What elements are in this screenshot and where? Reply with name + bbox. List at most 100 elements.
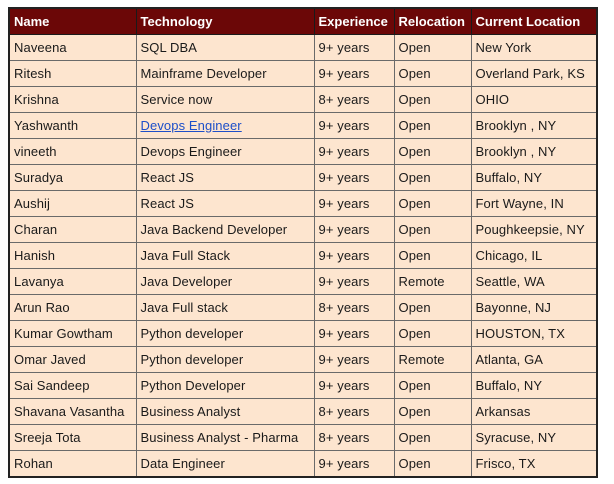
cell-experience: 9+ years	[313, 164, 395, 191]
cell-relocation: Open	[393, 138, 472, 165]
cell-name: Charan	[8, 216, 137, 243]
cell-current-location: Poughkeepsie, NY	[470, 216, 598, 243]
cell-experience: 9+ years	[313, 34, 395, 61]
header-experience: Experience	[313, 7, 395, 35]
cell-current-location: Chicago, IL	[470, 242, 598, 269]
cell-current-location: Frisco, TX	[470, 450, 598, 478]
cell-name: Hanish	[8, 242, 137, 269]
cell-relocation: Remote	[393, 268, 472, 295]
cell-relocation: Remote	[393, 346, 472, 373]
cell-current-location: Seattle, WA	[470, 268, 598, 295]
cell-current-location: Brooklyn , NY	[470, 112, 598, 139]
candidate-table-container: Name Technology Experience Relocation Cu…	[8, 7, 598, 478]
cell-technology: Service now	[135, 86, 315, 113]
cell-relocation: Open	[393, 112, 472, 139]
cell-experience: 9+ years	[313, 112, 395, 139]
cell-name: Yashwanth	[8, 112, 137, 139]
cell-technology: SQL DBA	[135, 34, 315, 61]
cell-name: Sreeja Tota	[8, 424, 137, 451]
header-name: Name	[8, 7, 137, 35]
table-body: Naveena SQL DBA 9+ years Open New York Ritesh…	[8, 34, 598, 478]
header-relocation: Relocation	[393, 7, 472, 35]
cell-current-location: Overland Park, KS	[470, 60, 598, 87]
table-row: Hanish Java Full Stack 9+ years Open Chicago…	[8, 242, 598, 269]
cell-technology: Devops Engineer	[135, 138, 315, 165]
cell-relocation: Open	[393, 372, 472, 399]
cell-relocation: Open	[393, 34, 472, 61]
cell-name: Sai Sandeep	[8, 372, 137, 399]
cell-experience: 8+ years	[313, 86, 395, 113]
cell-name: Shavana Vasantha	[8, 398, 137, 425]
table-row: Omar Javed Python developer 9+ years Remote…	[8, 346, 598, 373]
cell-name: Omar Javed	[8, 346, 137, 373]
cell-current-location: HOUSTON, TX	[470, 320, 598, 347]
cell-technology: Java Backend Developer	[135, 216, 315, 243]
cell-current-location: Buffalo, NY	[470, 372, 598, 399]
cell-relocation: Open	[393, 164, 472, 191]
table-row: Arun Rao Java Full stack 8+ years Open Bayon…	[8, 294, 598, 321]
cell-technology: Java Full stack	[135, 294, 315, 321]
cell-technology: Data Engineer	[135, 450, 315, 478]
cell-technology: Business Analyst - Pharma	[135, 424, 315, 451]
cell-name: Kumar Gowtham	[8, 320, 137, 347]
table-row: Lavanya Java Developer 9+ years Remote Seatt…	[8, 268, 598, 295]
header-current-location: Current Location	[470, 7, 598, 35]
cell-relocation: Open	[393, 86, 472, 113]
cell-current-location: Atlanta, GA	[470, 346, 598, 373]
cell-experience: 9+ years	[313, 242, 395, 269]
cell-technology: React JS	[135, 164, 315, 191]
cell-experience: 9+ years	[313, 450, 395, 478]
cell-experience: 9+ years	[313, 268, 395, 295]
table-row: Rohan Data Engineer 9+ years Open Frisco, TX	[8, 450, 598, 478]
cell-technology: Python Developer	[135, 372, 315, 399]
candidate-table: Name Technology Experience Relocation Cu…	[8, 7, 598, 478]
cell-experience: 8+ years	[313, 424, 395, 451]
table-row: Suradya React JS 9+ years Open Buffalo, NY	[8, 164, 598, 191]
table-row: Sai Sandeep Python Developer 9+ years Open B…	[8, 372, 598, 399]
cell-technology: Java Full Stack	[135, 242, 315, 269]
table-row: Kumar Gowtham Python developer 9+ years Ope…	[8, 320, 598, 347]
table-row: Charan Java Backend Developer 9+ years Open…	[8, 216, 598, 243]
cell-experience: 9+ years	[313, 138, 395, 165]
table-row: Aushij React JS 9+ years Open Fort Wayne, IN	[8, 190, 598, 217]
cell-relocation: Open	[393, 294, 472, 321]
cell-name: Arun Rao	[8, 294, 137, 321]
cell-current-location: Fort Wayne, IN	[470, 190, 598, 217]
cell-name: Rohan	[8, 450, 137, 478]
cell-current-location: Bayonne, NJ	[470, 294, 598, 321]
table-row: Ritesh Mainframe Developer 9+ years Open Ove…	[8, 60, 598, 87]
technology-link[interactable]: Devops Engineer	[135, 112, 315, 139]
cell-experience: 9+ years	[313, 216, 395, 243]
table-row: Naveena SQL DBA 9+ years Open New York	[8, 34, 598, 61]
cell-relocation: Open	[393, 450, 472, 478]
cell-name: Lavanya	[8, 268, 137, 295]
header-technology: Technology	[135, 7, 315, 35]
cell-technology: Python developer	[135, 346, 315, 373]
cell-name: Ritesh	[8, 60, 137, 87]
table-row: Yashwanth Devops Engineer 9+ years Open Broo…	[8, 112, 598, 139]
table-row: Krishna Service now 8+ years Open OHIO	[8, 86, 598, 113]
cell-current-location: Arkansas	[470, 398, 598, 425]
cell-experience: 9+ years	[313, 190, 395, 217]
cell-name: Suradya	[8, 164, 137, 191]
cell-current-location: Brooklyn , NY	[470, 138, 598, 165]
cell-relocation: Open	[393, 398, 472, 425]
cell-experience: 9+ years	[313, 346, 395, 373]
cell-relocation: Open	[393, 216, 472, 243]
cell-name: Naveena	[8, 34, 137, 61]
cell-relocation: Open	[393, 242, 472, 269]
table-header-row: Name Technology Experience Relocation Cu…	[8, 7, 598, 35]
cell-current-location: Buffalo, NY	[470, 164, 598, 191]
cell-technology: React JS	[135, 190, 315, 217]
table-row: vineeth Devops Engineer 9+ years Open Brookl…	[8, 138, 598, 165]
cell-experience: 9+ years	[313, 60, 395, 87]
cell-name: vineeth	[8, 138, 137, 165]
cell-relocation: Open	[393, 424, 472, 451]
table-row: Sreeja Tota Business Analyst - Pharma 8+ y…	[8, 424, 598, 451]
table-row: Shavana Vasantha Business Analyst 8+ years…	[8, 398, 598, 425]
cell-current-location: OHIO	[470, 86, 598, 113]
cell-experience: 8+ years	[313, 294, 395, 321]
cell-technology: Mainframe Developer	[135, 60, 315, 87]
cell-relocation: Open	[393, 60, 472, 87]
cell-technology: Python developer	[135, 320, 315, 347]
